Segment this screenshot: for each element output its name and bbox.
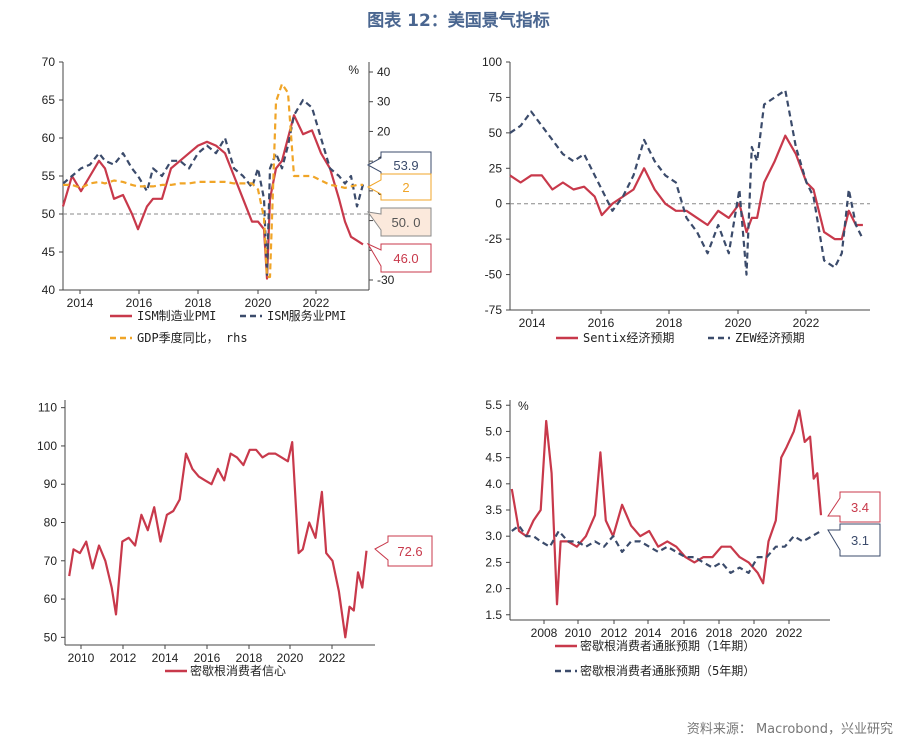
chart3-x-tick-label: 2014 (152, 651, 179, 665)
chart4-x-tick-label: 2022 (776, 626, 803, 640)
chart2-y-tick-label: -25 (485, 232, 503, 246)
chart1-y-tick-label: 40 (42, 283, 56, 297)
chart1-legend-label: GDP季度同比， rhs (137, 330, 248, 345)
chart3-series-line-1 (68, 441, 368, 639)
chart2-x-tick-label: 2018 (656, 316, 683, 330)
chart4-x-tick-label: 2012 (601, 626, 628, 640)
chart4-end-label: 3.1 (851, 533, 869, 548)
chart1-end-label: 46.0 (393, 251, 418, 266)
chart3-y-tick-label: 90 (44, 477, 58, 491)
chart4-x-tick-label: 2018 (706, 626, 733, 640)
chart2-y-tick-label: 25 (489, 161, 503, 175)
chart3-legend-label: 密歇根消费者信心 (190, 663, 286, 678)
chart1-y-tick-label: 45 (42, 245, 56, 259)
chart1-y-right-tick-label: 20 (377, 124, 391, 138)
page-title: 图表 12：美国景气指标 (367, 11, 550, 31)
chart4-legend-label: 密歇根消费者通胀预期（5年期） (580, 663, 755, 678)
chart2-y-tick-label: 0 (495, 197, 502, 211)
chart1-x-tick-label: 2014 (67, 296, 94, 310)
chart4-x-tick-label: 2010 (565, 626, 592, 640)
chart3-y-tick-label: 60 (44, 592, 58, 606)
chart3-x-tick-label: 2016 (194, 651, 221, 665)
chart1-y-right-unit: % (348, 63, 359, 77)
chart2-legend-label: Sentix经济预期 (583, 330, 674, 345)
chart1-end-label: 50. 0 (392, 215, 421, 230)
chart1-y-right-tick-label: 40 (377, 65, 391, 79)
chart4-legend-label: 密歇根消费者通胀预期（1年期） (580, 638, 755, 653)
chart3-x-tick-label: 2010 (68, 651, 95, 665)
chart4-y-tick-label: 2.5 (485, 555, 502, 569)
chart2-y-tick-label: 75 (489, 90, 503, 104)
chart1-y-tick-label: 65 (42, 93, 56, 107)
chart2-series-line-2 (509, 89, 864, 276)
chart1-series-line-1 (61, 114, 364, 280)
chart2-x-tick-label: 2022 (793, 316, 820, 330)
chart1-x-tick-label: 2022 (303, 296, 330, 310)
chart4-series-line-2 (511, 524, 822, 575)
chart4-x-tick-label: 2008 (531, 626, 558, 640)
chart3-y-tick-label: 80 (44, 516, 58, 530)
chart1-y-tick-label: 60 (42, 131, 56, 145)
chart2-y-tick-label: 100 (482, 55, 502, 69)
chart2-x-tick-label: 2014 (519, 316, 546, 330)
chart2-y-tick-label: 50 (489, 126, 503, 140)
chart4-y-tick-label: 3.5 (485, 503, 502, 517)
source-note: 资料来源： Macrobond，兴业研究 (686, 722, 893, 737)
chart4-series-line-1 (510, 409, 823, 606)
chart4-y-tick-label: 2.0 (485, 582, 502, 596)
chart3-x-tick-label: 2022 (319, 651, 346, 665)
chart1-y-tick-label: 70 (42, 55, 56, 69)
chart4-x-tick-label: 2014 (635, 626, 662, 640)
chart4-end-label: 3.4 (851, 500, 869, 515)
chart3-y-tick-label: 110 (38, 401, 57, 415)
chart1-series-line-2 (62, 98, 365, 276)
chart4-y-tick-label: 5.5 (485, 398, 502, 412)
chart1-y-right-tick-label: -30 (377, 273, 395, 287)
chart2-y-tick-label: -50 (485, 268, 503, 282)
chart4-y-tick-label: 4.5 (485, 451, 502, 465)
chart1-legend-label: ISM服务业PMI (267, 308, 346, 323)
chart1-y-right-tick-label: 30 (377, 95, 391, 109)
chart1-series-line-3 (63, 82, 363, 279)
chart3-end-label-box (374, 535, 433, 567)
chart3-x-tick-label: 2020 (277, 651, 304, 665)
chart1-y-tick-label: 50 (42, 207, 56, 221)
chart2-x-tick-label: 2016 (588, 316, 615, 330)
chart1-x-tick-label: 2018 (185, 296, 212, 310)
chart1-x-tick-label: 2020 (245, 296, 272, 310)
chart4-x-tick-label: 2016 (671, 626, 698, 640)
chart1-x-tick-label: 2016 (126, 296, 153, 310)
chart4-y-unit: % (518, 399, 529, 413)
chart1-y-tick-label: 55 (42, 169, 56, 183)
chart3-end-label: 72.6 (397, 544, 422, 559)
chart1-end-label-box (366, 173, 432, 201)
chart4-end-label-box (827, 523, 881, 557)
chart4-y-tick-label: 3.0 (485, 529, 502, 543)
chart2-series-line-1 (509, 134, 863, 241)
chart3-x-tick-label: 2012 (110, 651, 137, 665)
chart1-end-label: 2 (402, 180, 409, 195)
chart2-y-tick-label: -75 (485, 303, 503, 317)
chart3-y-tick-label: 100 (37, 439, 57, 453)
chart3-y-tick-label: 70 (44, 554, 58, 568)
chart3-y-tick-label: 50 (44, 630, 58, 644)
chart1-end-label-box (366, 207, 432, 237)
chart1-end-label-box (366, 242, 432, 273)
chart4-y-tick-label: 4.0 (485, 477, 502, 491)
chart1-end-label-box (366, 151, 432, 179)
chart1-legend-label: ISM制造业PMI (137, 309, 216, 323)
chart2-x-tick-label: 2020 (725, 316, 752, 330)
chart3-x-tick-label: 2018 (236, 651, 263, 665)
chart4-y-tick-label: 1.5 (485, 608, 502, 622)
chart2-legend-label: ZEW经济预期 (735, 330, 805, 345)
chart1-end-label: 53.9 (393, 158, 418, 173)
chart4-x-tick-label: 2020 (741, 626, 768, 640)
chart4-end-label-box (827, 491, 881, 523)
chart4-y-tick-label: 5.0 (485, 424, 502, 438)
